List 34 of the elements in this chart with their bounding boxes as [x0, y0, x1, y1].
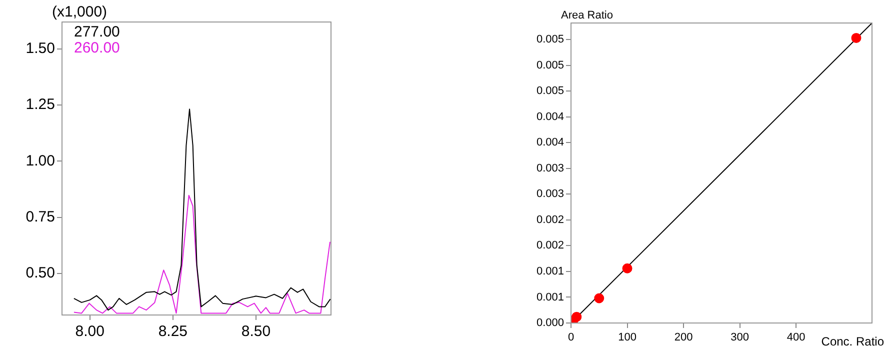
y-tick-label: 0.005 — [536, 59, 564, 72]
y-tick-label: 1.00 — [26, 152, 55, 170]
x-tick-label: 8.00 — [75, 323, 104, 340]
y-tick-label: 0.75 — [26, 208, 55, 226]
y-tick-label: 0.50 — [26, 264, 55, 282]
y-tick-label: 0.000 — [536, 317, 564, 330]
y-tick-label: 0.001 — [536, 291, 564, 304]
y-tick-label: 0.002 — [536, 214, 564, 226]
y-tick-label: 1.50 — [26, 40, 55, 58]
y-tick-label: 0.004 — [536, 110, 564, 123]
x-tick-label: 8.50 — [241, 323, 271, 340]
y-axis-title: (x1,000) — [52, 4, 108, 21]
x-tick-label: 8.25 — [158, 323, 188, 340]
y-axis-title: Area Ratio — [561, 10, 613, 22]
y-tick-label: 0.001 — [536, 265, 564, 278]
y-tick-label: 0.004 — [536, 136, 564, 149]
x-axis-title: Conc. Ratio — [821, 334, 884, 348]
x-tick-label: 300 — [730, 332, 749, 344]
y-tick-label: 0.005 — [536, 34, 564, 46]
y-tick-label: 0.002 — [536, 240, 564, 252]
x-tick-label: 400 — [786, 332, 806, 344]
text: 277.00 — [74, 24, 120, 41]
point — [622, 263, 632, 274]
text: 260.00 — [74, 40, 120, 57]
y-tick-label: 0.005 — [536, 85, 564, 98]
x-tick-label: 100 — [618, 332, 636, 344]
y-tick-label: 1.25 — [26, 96, 55, 114]
y-tick-label: 0.003 — [536, 162, 564, 174]
point — [594, 293, 604, 304]
point — [572, 312, 582, 322]
x-tick-label: 200 — [674, 332, 693, 344]
x-tick-label: 0 — [568, 332, 574, 344]
point — [851, 32, 862, 43]
y-tick-label: 0.003 — [536, 188, 564, 200]
